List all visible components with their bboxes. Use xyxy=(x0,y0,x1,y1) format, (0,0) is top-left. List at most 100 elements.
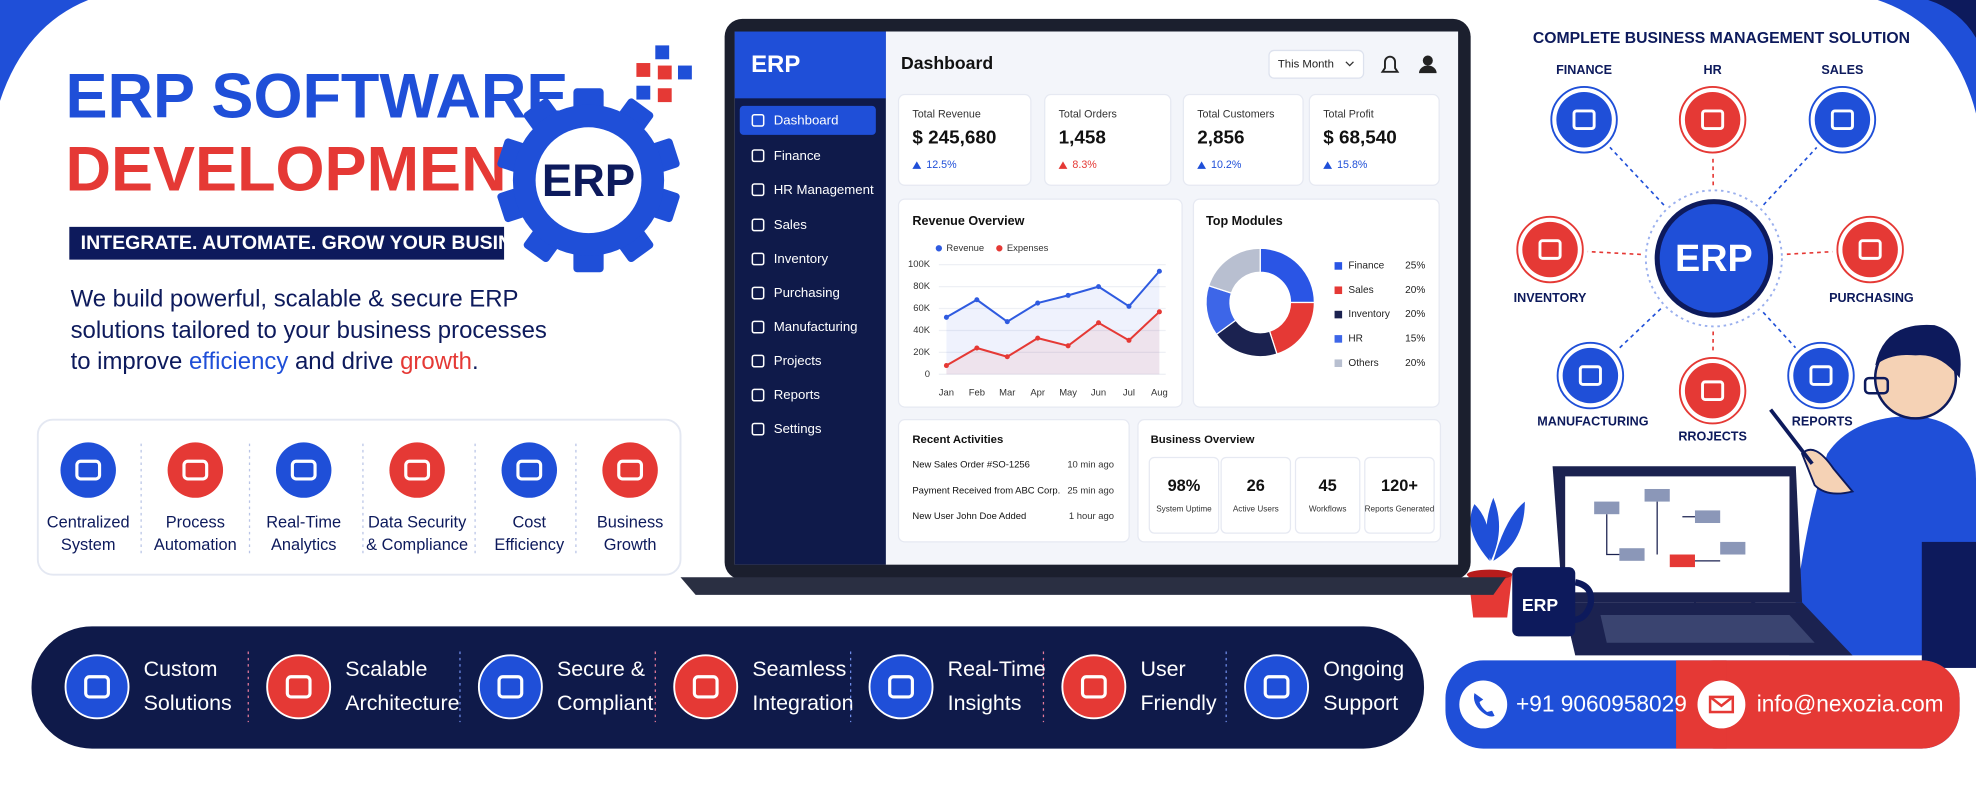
benefit-glyph xyxy=(1080,675,1107,699)
feature-label: System xyxy=(61,536,116,554)
legend-swatch xyxy=(1334,286,1343,295)
contact-phone: +91 9060958029 xyxy=(1516,691,1687,717)
person-illustration xyxy=(1552,324,1976,668)
module-glyph xyxy=(1858,239,1882,260)
logo-pixel xyxy=(636,63,651,77)
module-icon xyxy=(1684,92,1741,148)
email-glyph xyxy=(1709,695,1734,708)
module-share: 25% xyxy=(1405,261,1425,272)
chart-title: Revenue Overview xyxy=(912,214,1024,228)
feature-glyph xyxy=(516,459,543,481)
module-icon xyxy=(1684,362,1741,419)
module-glyph xyxy=(1538,239,1562,260)
feature-label: Growth xyxy=(604,536,657,554)
contact-email-bg xyxy=(1676,660,1960,749)
stat-label: Active Users xyxy=(1233,504,1279,513)
feature-icon xyxy=(602,442,658,498)
legend-swatch xyxy=(1334,262,1343,270)
benefit-icon xyxy=(673,654,739,720)
hub-label: ERP xyxy=(1675,238,1753,280)
tagline-background xyxy=(69,226,505,260)
menu-icon xyxy=(751,149,765,163)
logo-pixel xyxy=(655,45,670,60)
series-point xyxy=(1126,303,1132,309)
legend-swatch xyxy=(1334,359,1343,367)
legend-label: HR xyxy=(1348,334,1363,345)
dashboard-header: Dashboard xyxy=(901,53,993,73)
feature-icon xyxy=(501,442,558,498)
x-tick-label: Aug xyxy=(1151,388,1168,399)
description-part: to improve xyxy=(71,348,189,375)
mug-label: ERP xyxy=(1522,595,1558,615)
menu-item: Projects xyxy=(774,353,822,368)
menu-icon xyxy=(751,422,765,436)
menu-icon xyxy=(751,252,765,266)
benefit-glyph xyxy=(497,675,524,699)
kpi-change: 12.5% xyxy=(926,159,957,171)
corner-decoration xyxy=(1928,0,1976,38)
module-label: HR xyxy=(1704,63,1722,77)
stat-value: 120+ xyxy=(1381,477,1418,495)
menu-item: Reports xyxy=(774,387,821,402)
menu-active xyxy=(739,105,876,135)
benefit-label: Architecture xyxy=(345,691,459,715)
benefit-label: Compliant xyxy=(557,691,653,715)
series-point xyxy=(1096,320,1102,326)
benefit-icon xyxy=(1061,654,1127,720)
menu-icon xyxy=(751,183,765,197)
benefit-label: Friendly xyxy=(1140,691,1216,715)
avatar-icon xyxy=(1422,55,1433,66)
description-part: . xyxy=(472,348,479,375)
corner-decoration xyxy=(1877,0,1976,114)
benefit-label: Secure & xyxy=(557,657,645,681)
feature-glyph xyxy=(75,459,102,481)
module-share: 20% xyxy=(1405,358,1425,369)
bell-icon xyxy=(1380,55,1400,73)
y-tick-label: 20K xyxy=(913,347,930,358)
feature-label: Automation xyxy=(154,536,237,554)
activity-text: Payment Received from ABC Corp. xyxy=(912,485,1060,496)
benefit-glyph xyxy=(888,675,914,699)
kpi-label: Total Profit xyxy=(1323,109,1374,121)
series-point xyxy=(943,363,949,369)
card-title: Business Overview xyxy=(1151,434,1255,446)
y-tick-label: 60K xyxy=(913,303,930,314)
kpi-change: 10.2% xyxy=(1211,159,1242,171)
x-tick-label: Jan xyxy=(939,388,954,399)
y-tick-label: 0 xyxy=(925,369,930,380)
feature-glyph xyxy=(404,459,431,481)
features-card xyxy=(36,418,682,576)
module-icon xyxy=(1522,221,1578,278)
kpi-label: Total Customers xyxy=(1197,109,1274,121)
kpi-trend xyxy=(912,161,922,169)
hub-ring xyxy=(1644,189,1783,328)
menu-icon xyxy=(751,218,765,232)
stat-value: 26 xyxy=(1247,477,1265,495)
stat-box xyxy=(1220,456,1292,534)
description-part: efficiency xyxy=(189,348,288,375)
solution-title: COMPLETE BUSINESS MANAGEMENT SOLUTION xyxy=(1533,30,1910,47)
period-caret xyxy=(1345,61,1354,67)
activity-time: 10 min ago xyxy=(1067,460,1114,471)
feature-icon xyxy=(275,442,332,498)
legend-label: Finance xyxy=(1348,261,1384,272)
period-label: This Month xyxy=(1278,58,1334,70)
hub xyxy=(1654,199,1774,318)
series-line xyxy=(945,311,1161,367)
menu-icon xyxy=(751,286,765,300)
benefit-icon xyxy=(64,654,130,720)
series-point xyxy=(1065,343,1071,349)
benefit-icon xyxy=(1244,654,1310,720)
benefit-glyph xyxy=(285,675,312,699)
benefit-glyph xyxy=(1263,675,1290,699)
module-glyph xyxy=(1572,109,1596,131)
legend-swatch xyxy=(1334,310,1343,319)
module-glyph xyxy=(1830,109,1854,131)
legend-swatch xyxy=(1334,335,1343,343)
kpi-value: $ 68,540 xyxy=(1323,128,1397,149)
description-line: to improve efficiency and drive growth. xyxy=(71,348,479,375)
email-glyph xyxy=(1708,695,1735,714)
stat-box xyxy=(1294,456,1361,534)
period-select xyxy=(1268,49,1365,79)
